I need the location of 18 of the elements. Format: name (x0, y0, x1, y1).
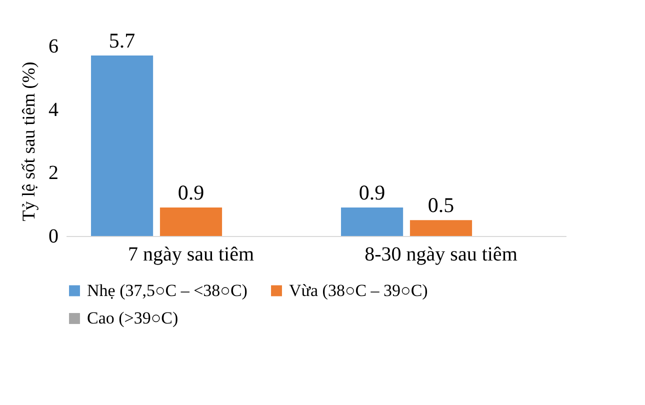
data-label: 0.9 (358, 180, 386, 204)
legend-label: Vừa (38○C – 39○C) (289, 280, 428, 300)
legend-label: Nhẹ (37,5○C – <38○C) (87, 280, 248, 300)
x-tick-label: 8-30 ngày sau tiêm (364, 244, 518, 266)
data-label: 0.9 (178, 180, 204, 204)
bar (410, 220, 472, 236)
y-axis-title: Tỷ lệ sốt sau tiêm (%) (18, 62, 38, 222)
y-tick-label: 4 (48, 98, 58, 121)
data-label: 0.5 (428, 193, 454, 218)
bar (91, 56, 154, 236)
bar (160, 208, 222, 236)
y-tick-label: 2 (48, 162, 58, 184)
legend-label: Cao (>39○C) (87, 308, 178, 328)
y-tick-label: 0 (48, 226, 58, 248)
data-label: 5.7 (108, 28, 136, 52)
bar (341, 208, 404, 236)
y-tick-label: 6 (48, 36, 58, 58)
x-tick-label: 7 ngày sau tiêm (128, 244, 254, 266)
